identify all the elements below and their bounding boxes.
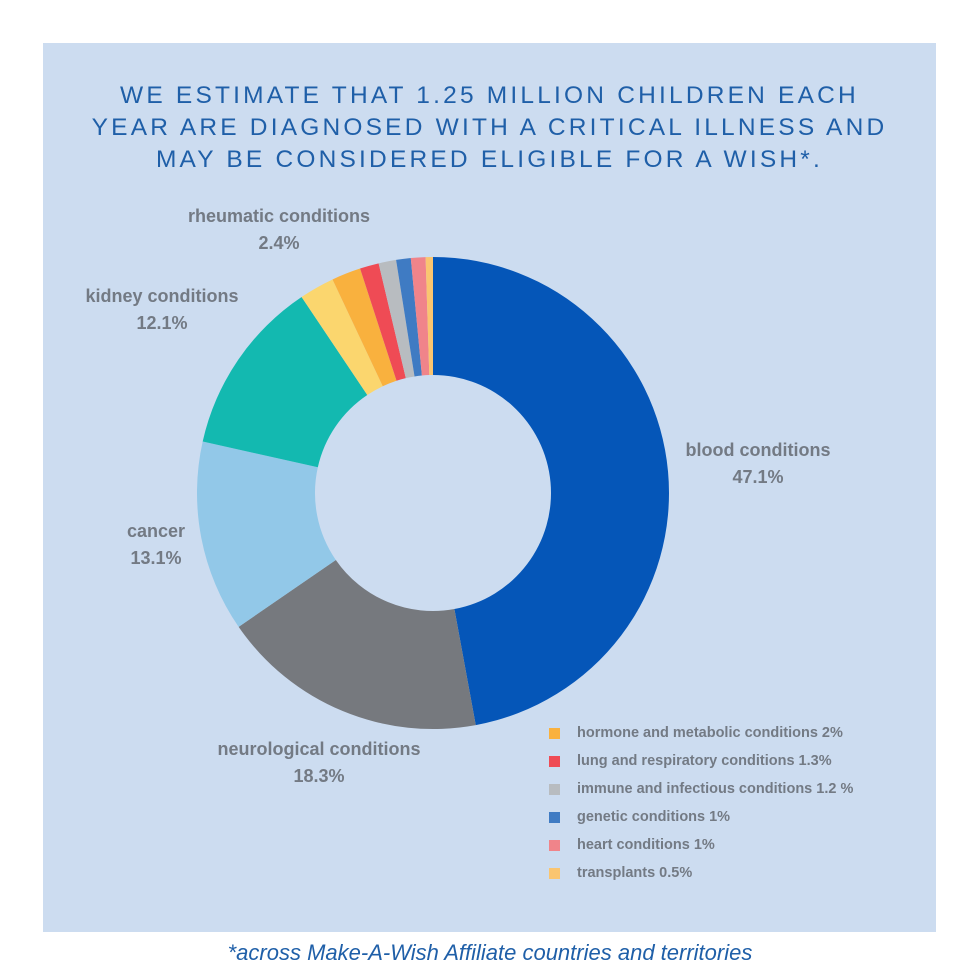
label-rheumatic-conditions-name: rheumatic conditions — [187, 206, 371, 226]
legend-item-immune-infectious: immune and infectious conditions 1.2 % — [549, 775, 853, 803]
chart-title: WE ESTIMATE THAT 1.25 MILLION CHILDREN E… — [43, 80, 936, 176]
slice-hormone-and-metabolic-conditions — [332, 268, 397, 387]
slice-kidney-conditions — [202, 296, 368, 468]
label-blood-conditions-value: 47.1% — [732, 467, 784, 487]
legend-swatch — [549, 839, 560, 851]
legend-swatch — [549, 783, 560, 795]
label-cancer-name: cancer — [126, 521, 186, 541]
legend-item-genetic: genetic conditions 1% — [549, 803, 853, 831]
slice-heart-conditions — [410, 257, 430, 376]
legend-label: transplants 0.5% — [577, 865, 693, 881]
legend-label: heart conditions 1% — [577, 837, 715, 853]
legend-swatch — [549, 811, 560, 823]
label-kidney-conditions-value: 12.1% — [136, 313, 188, 333]
title-line-2: YEAR ARE DIAGNOSED WITH A CRITICAL ILLNE… — [91, 114, 888, 141]
title-line-1: WE ESTIMATE THAT 1.25 MILLION CHILDREN E… — [120, 82, 859, 109]
title-line-3: MAY BE CONSIDERED ELIGIBLE FOR A WISH*. — [155, 146, 824, 173]
slice-lung-and-respiratory-conditions — [360, 263, 406, 381]
legend-label: lung and respiratory conditions 1.3% — [577, 753, 832, 769]
footnote: *across Make-A-Wish Affiliate countries … — [227, 940, 753, 965]
legend-label: hormone and metabolic conditions 2% — [577, 725, 843, 741]
legend-item-lung-respiratory: lung and respiratory conditions 1.3% — [549, 747, 853, 775]
legend: hormone and metabolic conditions 2% lung… — [549, 719, 853, 887]
legend-label: genetic conditions 1% — [577, 809, 731, 825]
slice-cancer — [196, 441, 336, 627]
infographic-panel — [43, 43, 936, 932]
label-rheumatic-conditions: rheumatic conditions 2.4% — [179, 203, 379, 257]
legend-item-hormone-metabolic: hormone and metabolic conditions 2% — [549, 719, 853, 747]
label-cancer-value: 13.1% — [130, 548, 182, 568]
label-neurological-conditions-value: 18.3% — [293, 766, 345, 786]
legend-item-heart: heart conditions 1% — [549, 831, 853, 859]
label-rheumatic-conditions-value: 2.4% — [258, 233, 300, 253]
slice-rheumatic-conditions — [301, 279, 383, 395]
label-kidney-conditions-name: kidney conditions — [85, 286, 239, 306]
label-blood-conditions: blood conditions 47.1% — [658, 437, 858, 491]
slice-genetic-conditions — [396, 258, 422, 377]
legend-swatch — [549, 755, 560, 767]
slice-transplants — [425, 257, 433, 376]
legend-label: immune and infectious conditions 1.2 % — [577, 781, 854, 797]
legend-swatch — [549, 727, 560, 739]
slice-neurological-conditions — [238, 559, 476, 729]
slice-blood-conditions — [433, 257, 670, 726]
legend-swatch — [549, 867, 560, 879]
label-neurological-conditions-name: neurological conditions — [217, 739, 421, 759]
label-cancer: cancer 13.1% — [86, 518, 226, 572]
label-blood-conditions-name: blood conditions — [685, 440, 831, 460]
slice-immune-and-infectious-conditions — [378, 259, 415, 379]
label-kidney-conditions: kidney conditions 12.1% — [62, 283, 262, 337]
label-neurological-conditions: neurological conditions 18.3% — [189, 736, 449, 790]
legend-item-transplants: transplants 0.5% — [549, 859, 853, 887]
